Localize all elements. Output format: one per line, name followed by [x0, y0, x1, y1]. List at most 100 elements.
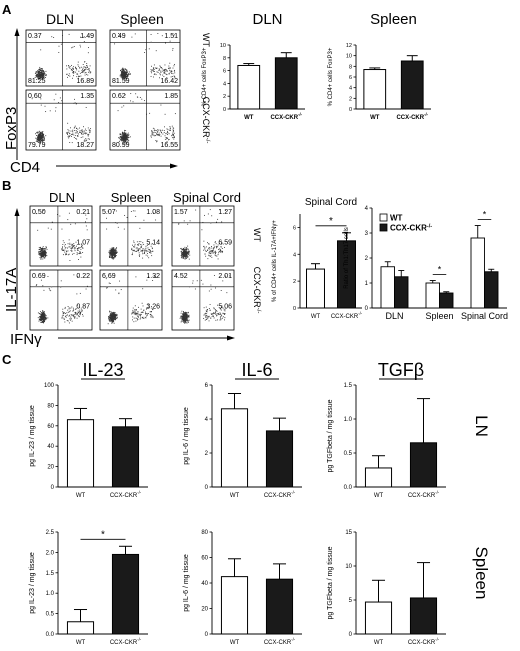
y-tick-label: 5	[349, 598, 353, 604]
flow-quadrant-value: 16.89	[76, 78, 94, 85]
y-tick-label: 0	[293, 306, 296, 312]
flow-quadrant-value: 79.79	[28, 142, 46, 149]
y-tick-label: 0.0	[344, 485, 353, 491]
flow-quadrant-value: 1.32	[146, 273, 160, 280]
x-tick-label: WT	[230, 493, 240, 499]
flow-quadrant-value: 1.27	[218, 209, 232, 216]
bar-chart-b-spinalcord: 0 2 4 6 % of CD4+ cells IL-17A+IFNγ+ Spinal C…	[272, 197, 363, 320]
bar	[409, 442, 438, 488]
y-axis-label: pg IL-6 / mg tissue	[183, 407, 190, 465]
bar-chart-c-tgf-spleen: 0 5 10 15 pg TGFbeta / mg tissue Spleen WT CCX-…	[327, 530, 491, 646]
bar	[265, 578, 294, 635]
y-tick-label: 6	[223, 69, 226, 75]
flow-quadrant-value: 6.59	[218, 239, 232, 246]
flow-quadrant-value: 1.35	[80, 93, 94, 100]
chart-title: IL-23	[82, 360, 123, 380]
y-tick-label: 80	[201, 530, 208, 536]
panel-letter-c: C	[2, 352, 12, 367]
y-tick-label: 2	[223, 94, 226, 100]
y-axis-label: pg IL-23 / mg tissue	[29, 552, 36, 614]
flow-events	[117, 93, 176, 145]
flow-quadrant-value: 6.69	[102, 273, 116, 280]
bar	[364, 601, 393, 635]
legend-swatch	[379, 223, 388, 232]
significance-marker: *	[101, 529, 105, 540]
y-tick-label: 2.0	[46, 550, 55, 556]
panel-letter-b: B	[2, 178, 11, 193]
flow-plot-frame	[29, 205, 93, 267]
flow-events	[106, 210, 157, 260]
bar	[484, 271, 499, 309]
x-tick-label: WT	[76, 640, 86, 646]
flow-events	[35, 274, 88, 324]
y-tick-label: 6	[293, 225, 296, 231]
chart-title: DLN	[252, 11, 282, 28]
flow-a-x-label: CD4	[10, 159, 40, 176]
bar	[66, 419, 95, 488]
bar	[265, 430, 294, 488]
x-tick-label: WT	[370, 115, 380, 121]
flow-a-row-label: CCX-CKR-/-	[201, 97, 211, 144]
y-tick-label: 6	[205, 383, 209, 389]
y-tick-label: 0	[51, 485, 55, 491]
bar-chart-c-il23-ln: 0 20 40 60 80 100 pg IL-23 / mg tissue IL-23 WT C…	[29, 360, 148, 499]
bar	[220, 576, 249, 635]
y-tick-label: 0	[349, 107, 352, 113]
y-tick-label: 4	[365, 206, 369, 212]
chart-title: Spleen	[370, 11, 417, 28]
x-tick-label: WT	[374, 640, 384, 646]
bar-chart-a-spleen: 0 2 4 6 8 10 12 % CD4+ cells FoxP3+ Spleen WT CCX-…	[328, 11, 431, 121]
y-tick-label: 0	[205, 632, 209, 638]
y-tick-label: 1.5	[344, 383, 353, 389]
bar	[111, 553, 140, 635]
significance-marker: *	[483, 210, 487, 220]
flow-b-col-label: Spleen	[111, 190, 151, 205]
y-tick-label: 10	[345, 564, 352, 570]
flow-b-row-label: WT	[252, 228, 262, 242]
x-tick-label: CCX-CKR-/-	[264, 637, 296, 646]
flow-b-y-label: IL-17A	[3, 268, 20, 312]
flow-quadrant-value: 4.52	[174, 273, 188, 280]
bar-chart-c-il6-spleen: 0 20 40 60 80 pg IL-6 / mg tissue WT CCX-CKR-/-	[183, 530, 302, 646]
bar-chart-a-dln: 0 2 4 6 8 10 % CD4+ cells FoxP3+ DLN WT CCX-CKR-/…	[202, 11, 305, 121]
flow-quadrant-value: 1.07	[76, 239, 90, 246]
bar	[439, 292, 454, 309]
flow-events	[34, 33, 92, 80]
flow-quadrant-value: 5.14	[146, 239, 160, 246]
flow-b-x-label: IFNγ	[10, 331, 42, 348]
y-axis-label: pg TGFbeta / mg tissue	[327, 399, 334, 472]
y-tick-label: 4	[205, 417, 209, 423]
y-tick-label: 60	[201, 556, 208, 562]
bar	[306, 268, 325, 309]
x-tick-label: Spinal Cord	[461, 311, 508, 321]
y-axis-label: Ratio of Th1:Th17 cells	[344, 227, 350, 289]
y-tick-label: 40	[47, 444, 54, 450]
y-axis-label: % CD4+ cells FoxP3+	[328, 47, 334, 106]
y-tick-label: 0.0	[46, 632, 55, 638]
x-tick-label: CCX-CKR-/-	[110, 490, 142, 499]
flow-b-col-label: Spinal Cord	[173, 190, 241, 205]
flow-quadrant-value: 81.59	[112, 78, 130, 85]
flow-b-col-label: DLN	[49, 190, 75, 205]
flow-quadrant-value: 5.06	[218, 303, 232, 310]
panel-a-flow-plots: DLN Spleen FoxP3 CD4 0.37 1.49 81.25 16.89 0…	[3, 11, 211, 176]
flow-quadrant-value: 0.50	[32, 209, 46, 216]
y-tick-label: 0.5	[46, 612, 55, 618]
y-tick-label: 60	[47, 424, 54, 430]
y-axis-label: % of CD4+ cells IL-17A+IFNγ+	[272, 220, 278, 302]
flow-quadrant-value: 2.01	[218, 273, 232, 280]
y-tick-label: 1.5	[46, 571, 55, 577]
bar-chart-c-il6-ln: 0 2 4 6 pg IL-6 / mg tissue IL-6 WT CCX-CKR-/-	[183, 360, 302, 499]
y-tick-label: 0	[223, 107, 226, 113]
chart-title: TGFβ	[378, 360, 424, 380]
y-tick-label: 100	[44, 383, 55, 389]
x-tick-label: CCX-CKR-/-	[264, 490, 296, 499]
flow-events	[35, 210, 88, 261]
x-tick-label: WT	[244, 115, 254, 121]
y-tick-label: 1	[365, 281, 369, 287]
flow-quadrant-value: 18.27	[76, 142, 94, 149]
flow-quadrant-value: 16.55	[160, 142, 178, 149]
flow-quadrant-value: 1.51	[164, 33, 178, 40]
y-tick-label: 8	[349, 64, 352, 70]
bar	[274, 57, 298, 110]
